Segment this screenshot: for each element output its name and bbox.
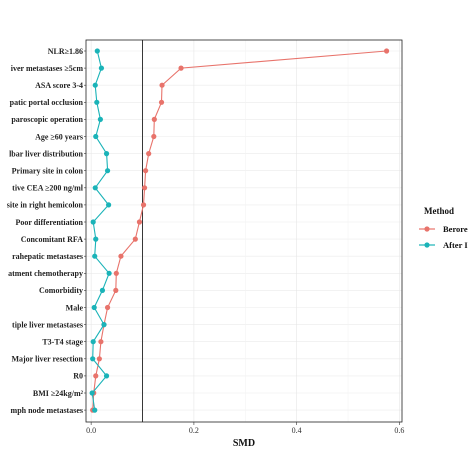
legend: Method Berore After I [419, 206, 468, 250]
legend-key-point [424, 242, 430, 248]
y-tick-label: paroscopic operation [11, 115, 83, 124]
legend-title: Method [424, 206, 454, 216]
data-point-s0-13 [113, 270, 119, 276]
data-point-s0-17 [98, 339, 104, 345]
data-point-s0-4 [151, 116, 157, 122]
data-point-s0-18 [96, 356, 102, 362]
data-point-s0-12 [118, 253, 124, 259]
plot-panel [85, 39, 403, 423]
x-tick-label: 0.2 [189, 426, 199, 435]
y-tick-label: tiple liver metastases [12, 320, 83, 329]
y-tick-label: Concomitant RFA [21, 235, 84, 244]
y-tick-label: BMI ≥24kg/m² [33, 389, 84, 398]
y-tick-label: Primary site in colon [12, 167, 84, 176]
y-tick-label: T3-T4 stage [42, 338, 83, 347]
data-point-s1-12 [92, 253, 98, 259]
data-point-s0-15 [104, 304, 111, 311]
data-point-s1-8 [92, 185, 98, 191]
y-tick-label: ASA score 3-4 [35, 81, 83, 90]
x-tick-label: 0.0 [86, 426, 96, 435]
data-point-s1-7 [104, 168, 111, 174]
data-point-s0-3 [158, 99, 165, 105]
data-point-s0-19 [93, 373, 99, 379]
data-point-s1-10 [90, 219, 96, 225]
y-tick-label: lbar liver distribution [9, 149, 83, 158]
y-tick-labels: NLR≥1.86 iver metastases ≥5cm ASA score 3-… [7, 47, 86, 415]
data-point-s1-9 [106, 202, 112, 208]
y-tick-label: Comorbidity [39, 286, 83, 295]
data-point-s0-8 [141, 185, 148, 191]
data-point-s1-14 [99, 287, 106, 293]
data-point-s1-11 [93, 236, 99, 242]
data-point-s1-13 [106, 270, 112, 276]
data-point-s1-6 [103, 151, 110, 157]
data-point-s1-19 [103, 373, 110, 379]
x-tick-label: 0.6 [394, 426, 404, 435]
data-point-s1-20 [89, 390, 95, 396]
data-point-s1-0 [94, 48, 100, 54]
legend-key-point [424, 226, 430, 232]
y-tick-label: tive CEA ≥200 ng/ml [12, 184, 84, 193]
data-point-s1-2 [92, 82, 98, 88]
data-point-s0-10 [136, 219, 143, 225]
data-point-s1-5 [93, 133, 99, 140]
series-layer [89, 48, 390, 413]
data-point-s0-14 [113, 287, 119, 293]
y-tick-label: Major liver resection [11, 355, 83, 364]
data-point-s1-16 [101, 322, 107, 328]
data-point-s0-1 [178, 65, 184, 71]
data-point-s1-18 [90, 356, 96, 362]
data-point-s0-2 [159, 82, 165, 88]
data-point-s0-6 [146, 151, 152, 157]
y-tick-label: Male [66, 303, 84, 312]
data-point-s0-9 [140, 202, 147, 208]
data-point-s1-1 [98, 65, 105, 71]
data-point-s1-15 [91, 304, 97, 311]
data-point-s0-7 [143, 168, 149, 174]
data-point-s0-5 [151, 133, 157, 140]
data-point-s1-21 [92, 407, 98, 413]
grid [86, 40, 402, 422]
y-tick-label: Poor differentiation [16, 218, 84, 227]
x-tick-label: 0.4 [292, 426, 302, 435]
y-tick-label: rahepatic metastases [12, 252, 83, 261]
x-axis-label: SMD [233, 438, 255, 449]
series-line-1 [91, 50, 110, 411]
x-ticks: 0.0 0.2 0.4 0.6 [86, 422, 404, 435]
legend-label: Berore [443, 224, 468, 234]
data-point-s0-11 [132, 236, 138, 242]
y-tick-label: Age ≥60 years [35, 132, 83, 141]
data-point-s0-0 [383, 48, 390, 54]
y-tick-label: iver metastases ≥5cm [11, 64, 84, 73]
data-point-s1-4 [97, 116, 103, 122]
y-tick-label: R0 [73, 372, 83, 381]
y-tick-label: NLR≥1.86 [48, 47, 83, 56]
data-point-s1-17 [90, 339, 96, 345]
series-line-0 [92, 50, 387, 411]
y-tick-label: patic portal occlusion [10, 98, 84, 107]
y-tick-label: site in right hemicolon [7, 201, 84, 210]
y-tick-label: mph node metastases [11, 406, 83, 415]
legend-label: After I [443, 240, 468, 250]
data-point-s1-3 [94, 99, 100, 105]
y-tick-label: atment chemotherapy [8, 269, 83, 278]
